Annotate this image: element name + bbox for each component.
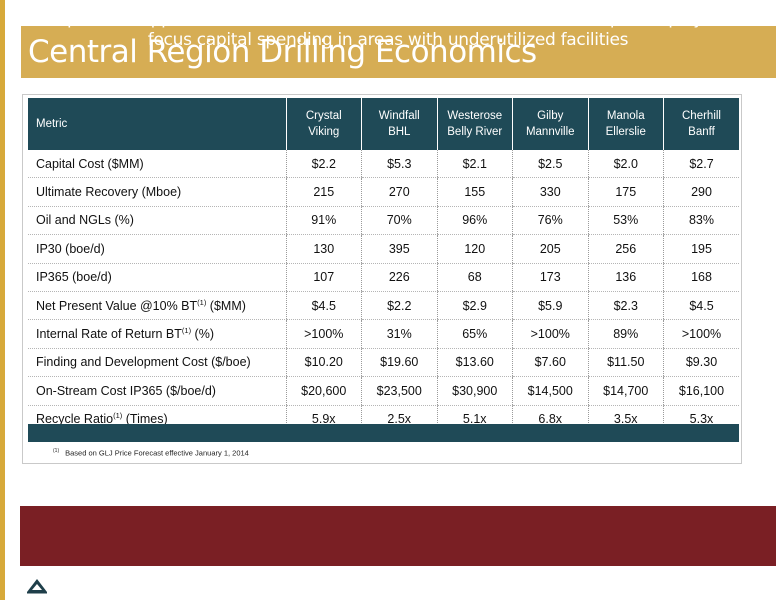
title-bar: Central Region Drilling Economics [21, 26, 776, 78]
left-accent-bar [0, 0, 5, 600]
metric-label-cell: IP30 (boe/d) [28, 234, 286, 264]
metric-label-cell: Ultimate Recovery (Mboe) [28, 177, 286, 207]
value-cell: $7.60 [512, 348, 588, 378]
value-cell: 256 [587, 234, 664, 264]
banner-text: Our portfolio approach allows us to redu… [0, 9, 776, 51]
value-cell: 65% [436, 319, 513, 349]
value-cell: $2.2 [361, 291, 437, 321]
footnote-marker: (1) [53, 448, 60, 454]
value-cell: $5.9 [512, 291, 588, 321]
value-cell: 120 [436, 234, 513, 264]
value-cell: $2.7 [663, 150, 739, 179]
value-cell: 68 [436, 263, 513, 292]
metric-label-cell: IP365 (boe/d) [28, 263, 286, 292]
value-cell: 89% [587, 319, 664, 349]
value-cell: $14,500 [512, 376, 588, 406]
footnote-reference: (1) [181, 325, 192, 335]
value-cell: $20,600 [285, 376, 362, 406]
metric-label-cell: Capital Cost ($MM) [28, 150, 286, 179]
value-cell: $10.20 [285, 348, 362, 378]
metric-label-cell: Internal Rate of Return BT(1) (%) [28, 319, 286, 349]
column-header-cherhill-banff: Cherhill Banff [663, 98, 739, 150]
value-cell: 173 [512, 263, 588, 292]
page-title: Central Region Drilling Economics [28, 34, 537, 70]
value-cell: $2.0 [587, 150, 664, 179]
value-cell: $2.2 [285, 150, 362, 179]
metric-label-cell: Finding and Development Cost ($/boe) [28, 348, 286, 378]
value-cell: $19.60 [361, 348, 437, 378]
value-cell: 195 [663, 234, 739, 264]
table-row: On-Stream Cost IP365 ($/boe/d) $20,600 $23… [28, 376, 739, 406]
value-cell: 76% [512, 206, 588, 236]
banner-line-2: focus capital spending in areas with und… [147, 30, 629, 50]
value-cell: $4.5 [285, 291, 362, 321]
value-cell: 215 [285, 177, 362, 207]
footnote: (1) Based on GLJ Price Forecast effective… [53, 448, 249, 458]
table-row: Internal Rate of Return BT(1) (%) >100% 31… [28, 319, 739, 349]
table-row: Oil and NGLs (%) 91% 70% 96% 76% 53% 83% [28, 206, 739, 236]
footnote-reference: (1) [197, 297, 207, 307]
value-cell: 395 [361, 234, 437, 264]
table-row: Net Present Value @10% BT(1) ($MM) $4.5 $2… [28, 291, 739, 321]
column-header-gilby-mannville: Gilby Mannville [512, 98, 588, 150]
value-cell: $16,100 [663, 376, 739, 406]
value-cell: $2.5 [512, 150, 588, 179]
value-cell: $13.60 [436, 348, 513, 378]
value-cell: 91% [285, 206, 362, 236]
value-cell: 83% [663, 206, 739, 236]
metric-label-cell: Net Present Value @10% BT(1) ($MM) [28, 291, 286, 321]
column-header-westerose-belly-river: Westerose Belly River [436, 98, 513, 150]
value-cell: 136 [587, 263, 664, 292]
value-cell: 168 [663, 263, 739, 292]
table-row: Ultimate Recovery (Mboe) 215 270 155 330 175 2… [28, 177, 739, 207]
value-cell: 96% [436, 206, 513, 236]
drilling-economics-table: Metric Crystal Viking Windfall BHL Westero… [28, 98, 739, 433]
column-header-manola-ellerslie: Manola Ellerslie [587, 98, 664, 150]
value-cell: 130 [285, 234, 362, 264]
value-cell: $2.1 [436, 150, 513, 179]
value-cell: 270 [361, 177, 437, 207]
column-header-crystal-viking: Crystal Viking [285, 98, 362, 150]
value-cell: 107 [285, 263, 362, 292]
footnote-text: Based on GLJ Price Forecast effective Ja… [65, 448, 249, 458]
message-banner [20, 506, 776, 566]
table-row: IP365 (boe/d) 107 226 68 173 136 168 [28, 263, 739, 292]
value-cell: $5.3 [361, 150, 437, 179]
value-cell: 31% [361, 319, 437, 349]
metric-label-cell: On-Stream Cost IP365 ($/boe/d) [28, 376, 286, 406]
value-cell: 175 [587, 177, 664, 207]
table-row: IP30 (boe/d) 130 395 120 205 256 195 [28, 234, 739, 264]
value-cell: $14,700 [587, 376, 664, 406]
economics-table-frame: Metric Crystal Viking Windfall BHL Westero… [22, 94, 742, 464]
banner-line-1: Our portfolio approach allows us to redu… [31, 9, 745, 29]
value-cell: $4.5 [663, 291, 739, 321]
value-cell: 53% [587, 206, 664, 236]
value-cell: $30,900 [436, 376, 513, 406]
table-body: Capital Cost ($MM) $2.2 $5.3 $2.1 $2.5 $2.0 $2… [28, 150, 739, 433]
column-header-metric: Metric [28, 98, 286, 150]
value-cell: $11.50 [587, 348, 664, 378]
value-cell: 330 [512, 177, 588, 207]
value-cell: 205 [512, 234, 588, 264]
value-cell: $23,500 [361, 376, 437, 406]
company-logo-icon [27, 579, 47, 594]
value-cell: >100% [663, 319, 739, 349]
table-row: Capital Cost ($MM) $2.2 $5.3 $2.1 $2.5 $2.0 $2… [28, 150, 739, 179]
value-cell: >100% [285, 319, 362, 349]
value-cell: 226 [361, 263, 437, 292]
table-header-row: Metric Crystal Viking Windfall BHL Westero… [28, 98, 739, 150]
value-cell: 290 [663, 177, 739, 207]
table-row: Finding and Development Cost ($/boe) $10.… [28, 348, 739, 378]
value-cell: 155 [436, 177, 513, 207]
table-footer-bar [28, 424, 739, 442]
value-cell: >100% [512, 319, 588, 349]
value-cell: $9.30 [663, 348, 739, 378]
value-cell: 70% [361, 206, 437, 236]
value-cell: $2.9 [436, 291, 513, 321]
value-cell: $2.3 [587, 291, 664, 321]
metric-label-cell: Recycle Ratio(1) (Times) [36, 411, 168, 427]
column-header-windfall-bhl: Windfall BHL [361, 98, 437, 150]
footnote-reference: (1) [113, 411, 123, 421]
metric-label-cell: Oil and NGLs (%) [28, 206, 286, 236]
